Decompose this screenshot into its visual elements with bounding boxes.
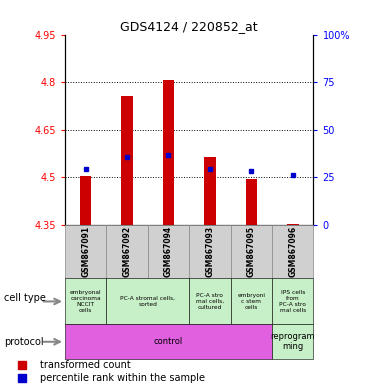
Bar	[231, 225, 272, 278]
Text: GSM867096: GSM867096	[288, 226, 297, 277]
Text: protocol: protocol	[4, 337, 43, 347]
Bar	[287, 224, 299, 225]
Bar	[121, 96, 133, 225]
Bar	[65, 225, 106, 278]
Text: reprogram
ming: reprogram ming	[270, 332, 315, 351]
Bar	[106, 225, 148, 278]
Text: PC-A stro
mal cells,
cultured: PC-A stro mal cells, cultured	[196, 293, 224, 310]
Bar	[272, 324, 313, 359]
Text: GSM867092: GSM867092	[122, 226, 132, 277]
Text: embryonal
carcinoma
NCCIT
cells: embryonal carcinoma NCCIT cells	[70, 290, 101, 313]
Bar	[272, 278, 313, 324]
Bar	[204, 157, 216, 225]
Text: cell type: cell type	[4, 293, 46, 303]
Bar	[189, 225, 231, 278]
Bar	[148, 225, 189, 278]
Bar	[163, 81, 174, 225]
Text: GSM867093: GSM867093	[206, 226, 214, 277]
Text: PC-A stromal cells,
sorted: PC-A stromal cells, sorted	[120, 296, 175, 307]
Bar	[189, 278, 231, 324]
Bar	[246, 179, 257, 225]
Bar	[65, 278, 106, 324]
Text: percentile rank within the sample: percentile rank within the sample	[40, 373, 205, 383]
Text: IPS cells
from
PC-A stro
mal cells: IPS cells from PC-A stro mal cells	[279, 290, 306, 313]
Bar	[65, 324, 272, 359]
Bar	[231, 278, 272, 324]
Title: GDS4124 / 220852_at: GDS4124 / 220852_at	[121, 20, 258, 33]
Text: control: control	[154, 337, 183, 346]
Text: transformed count: transformed count	[40, 360, 131, 370]
Text: embryoni
c stem
cells: embryoni c stem cells	[237, 293, 265, 310]
Text: GSM867091: GSM867091	[81, 226, 90, 277]
Text: GSM867094: GSM867094	[164, 226, 173, 277]
Bar	[272, 225, 313, 278]
Text: GSM867095: GSM867095	[247, 226, 256, 277]
Bar	[80, 177, 91, 225]
Bar	[106, 278, 189, 324]
